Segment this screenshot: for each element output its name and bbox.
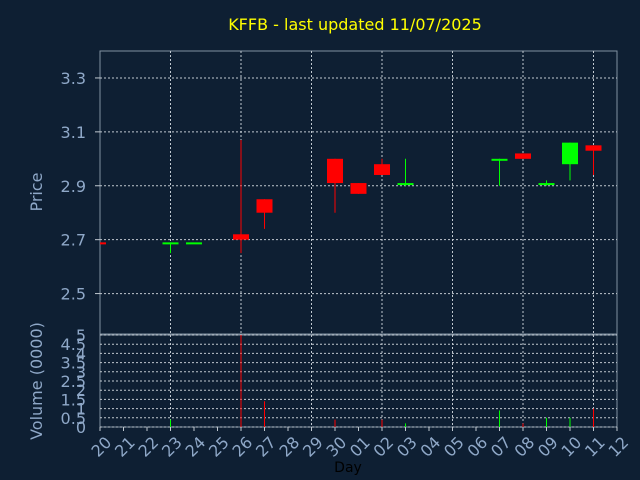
x-axis-label: Day [334, 460, 362, 476]
candle-23 [162, 242, 179, 254]
volume-tick-label: 4 [76, 344, 86, 363]
candle-11 [585, 145, 602, 175]
candle-01 [350, 183, 367, 194]
volume-tick-label: 5 [76, 326, 86, 345]
candle-body [256, 199, 273, 213]
volume-y-axis-label: Volume (0000) [27, 322, 46, 440]
candle-09 [538, 180, 555, 186]
candle-20 [100, 242, 106, 245]
price-plot-frame [99, 50, 618, 335]
volume-tick-label: 4.5 [61, 335, 86, 354]
candle-body [515, 153, 531, 159]
volume-tick-label: 3 [76, 363, 86, 382]
price-y-axis-label: Price [27, 172, 46, 211]
candle-body [350, 183, 367, 194]
volume-panel: 00.511.522.533.544.55 Volume (0000) [27, 322, 618, 440]
price-tick-label: 3.3 [61, 69, 86, 88]
candle-03 [397, 158, 414, 186]
candle-02 [374, 158, 390, 175]
chart-title: KFFB - last updated 11/07/2025 [228, 15, 482, 34]
candle-26 [233, 139, 249, 254]
candle-08 [515, 153, 531, 159]
volume-tick-label: 1 [76, 400, 86, 419]
candle-24 [186, 242, 202, 245]
candle-27 [256, 199, 273, 229]
price-tick-label: 2.5 [61, 285, 86, 304]
volume-tick-label: 2.5 [61, 372, 86, 391]
candle-body [162, 242, 179, 245]
volume-tick-label: 0.5 [61, 409, 86, 428]
volume-tick-label: 0 [76, 418, 86, 437]
volume-tick-label: 3.5 [61, 354, 86, 373]
candle-body [397, 183, 414, 186]
candle-10 [562, 142, 578, 181]
candles [100, 139, 602, 254]
candle-body [491, 158, 508, 161]
price-tick-label: 2.7 [61, 231, 86, 250]
volume-tick-label: 1.5 [61, 390, 86, 409]
volume-bars [170, 335, 594, 427]
price-tick-label: 2.9 [61, 177, 86, 196]
candle-body [538, 183, 555, 186]
candle-30 [327, 158, 343, 213]
price-tick-label: 3.1 [61, 123, 86, 142]
candle-body [186, 242, 202, 245]
candle-body [327, 158, 343, 184]
candle-body [585, 145, 602, 151]
candle-body [100, 242, 106, 245]
volume-tick-label: 2 [76, 381, 86, 400]
volume-y-ticks: 00.511.522.533.544.55 [61, 326, 86, 437]
candle-body [233, 234, 249, 240]
candle-07 [491, 158, 508, 186]
price-y-ticks: 2.5 2.7 2.9 3.1 3.3 [61, 69, 100, 304]
price-panel: 2.5 2.7 2.9 3.1 3.3 Price [27, 50, 618, 335]
candle-body [374, 164, 390, 175]
candle-body [562, 142, 578, 165]
